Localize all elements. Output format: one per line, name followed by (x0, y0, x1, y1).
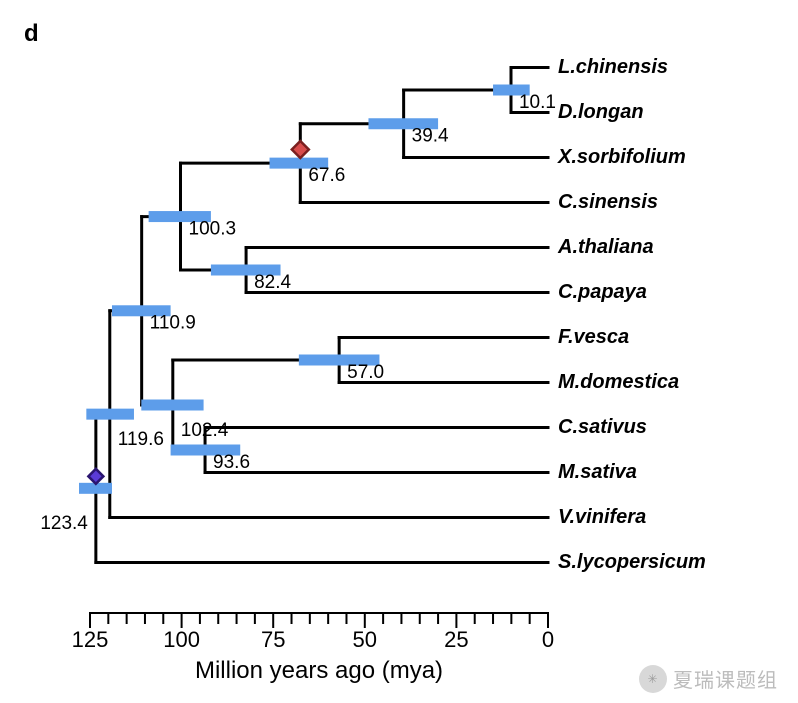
phylogeny-tree: 10.1 39.4 67.6 82.4 100.3 57.0 93.6 102.4 110.9 1… (0, 0, 798, 703)
tip-labels: L.chinensis D.longan X.sorbifolium C.sinens… (557, 56, 706, 573)
tip-label: D.longan (558, 101, 644, 123)
node-age-label: 57.0 (347, 362, 384, 383)
node-age-label: 102.4 (181, 420, 229, 441)
time-axis: 0 25 50 75 100 125 Million years ago (mya) (72, 613, 554, 684)
tip-label: C.sativus (558, 416, 647, 438)
node-age-label: 110.9 (150, 313, 196, 334)
panel-label: d (24, 20, 39, 48)
node-age-label: 82.4 (254, 272, 291, 293)
tip-label: M.domestica (558, 371, 679, 393)
tip-label: C.papaya (558, 281, 647, 303)
tip-label: L.chinensis (558, 56, 668, 78)
tip-label: M.sativa (558, 461, 637, 483)
tip-label: F.vesca (558, 326, 629, 348)
wechat-icon: ✳ (639, 665, 667, 693)
tip-label: C.sinensis (558, 191, 658, 213)
node-age-label: 93.6 (213, 452, 250, 473)
axis-tick-label: 25 (444, 627, 468, 652)
node-age-label: 119.6 (118, 429, 164, 450)
watermark-text: 夏瑞课题组 (673, 664, 778, 693)
confidence-bar (141, 400, 203, 411)
axis-title: Million years ago (mya) (195, 657, 443, 684)
tip-label: A.thaliana (557, 236, 654, 258)
red_diamond-marker (292, 141, 309, 158)
axis-tick-label: 125 (72, 627, 109, 652)
tip-label: S.lycopersicum (558, 551, 706, 573)
purple_diamond-marker (88, 469, 103, 484)
tip-label: X.sorbifolium (557, 146, 686, 168)
node-age-label: 10.1 (519, 92, 556, 113)
axis-tick-label: 75 (261, 627, 285, 652)
watermark: ✳ 夏瑞课题组 (639, 664, 778, 693)
axis-tick-label: 50 (353, 627, 377, 652)
axis-tick-label: 0 (542, 627, 554, 652)
confidence-bar (86, 409, 134, 420)
node-age-label: 123.4 (40, 513, 88, 534)
axis-tick-label: 100 (163, 627, 200, 652)
tip-label: V.vinifera (558, 506, 646, 528)
node-age-label: 67.6 (308, 165, 345, 186)
node-age-label: 39.4 (412, 126, 449, 147)
node-age-label: 100.3 (189, 218, 237, 239)
